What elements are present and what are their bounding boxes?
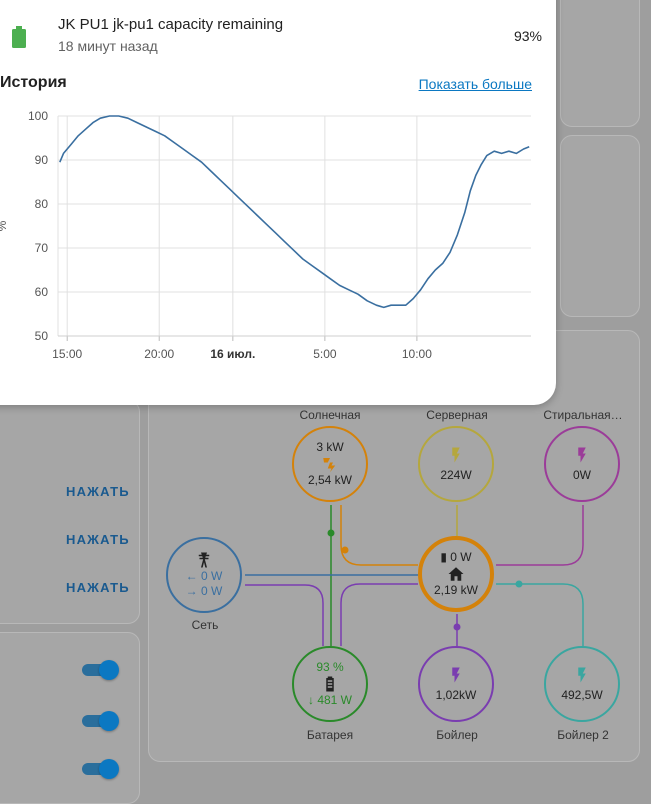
entity-name: JK PU1 jk-pu1 capacity remaining bbox=[58, 16, 284, 33]
y-tick-label: 80 bbox=[35, 197, 49, 211]
server-node[interactable]: 224W bbox=[418, 426, 494, 502]
solar-node[interactable]: 3 kW 2,54 kW bbox=[292, 426, 368, 502]
x-tick-label: 16 июл. bbox=[210, 347, 255, 361]
battery-percent: 93 % bbox=[316, 660, 344, 674]
y-tick-label: 60 bbox=[35, 285, 49, 299]
lightning-icon bbox=[578, 447, 586, 462]
show-more-link[interactable]: Показать больше bbox=[418, 76, 532, 92]
x-tick-label: 20:00 bbox=[144, 347, 174, 361]
solar-forecast: 3 kW bbox=[316, 440, 344, 454]
x-tick-label: 10:00 bbox=[402, 347, 432, 361]
boiler2-label: Бойлер 2 bbox=[557, 728, 609, 742]
x-tick-label: 15:00 bbox=[52, 347, 82, 361]
toggle-switch-1[interactable] bbox=[82, 660, 119, 680]
y-tick-label: 50 bbox=[35, 329, 49, 343]
press-button-2[interactable]: НАЖАТЬ bbox=[66, 532, 130, 547]
washer-label: Стиральная… bbox=[543, 408, 623, 422]
last-changed: 18 минут назад bbox=[58, 38, 158, 54]
lightning-icon bbox=[452, 447, 460, 462]
grid-export-value: 0 W bbox=[201, 584, 223, 598]
toggle-switch-3[interactable] bbox=[82, 759, 119, 779]
y-axis-label: % bbox=[0, 220, 9, 231]
entity-row[interactable]: JK PU1 jk-pu1 capacity remaining 18 мину… bbox=[0, 14, 566, 60]
home-battery-flow: ▮ 0 W bbox=[440, 550, 472, 564]
history-title: История bbox=[0, 74, 67, 91]
boiler2-value: 492,5W bbox=[561, 687, 603, 702]
grid-export: → 0 W bbox=[185, 584, 223, 598]
y-tick-label: 70 bbox=[35, 241, 49, 255]
lightning-icon bbox=[452, 667, 460, 682]
solar-label: Солнечная bbox=[299, 408, 361, 422]
x-tick-label: 5:00 bbox=[313, 347, 337, 361]
home-value: 2,19 kW bbox=[433, 583, 478, 597]
battery-label: Батарея bbox=[306, 728, 354, 742]
solar-power-icon bbox=[323, 458, 336, 473]
solar-value: 2,54 kW bbox=[307, 473, 352, 487]
press-button-1[interactable]: НАЖАТЬ bbox=[66, 484, 130, 499]
home-top-value: 0 W bbox=[450, 550, 472, 564]
transmission-tower-icon bbox=[198, 552, 210, 568]
entity-state: 93% bbox=[513, 28, 542, 44]
battery-flow: ↓ 481 W bbox=[307, 693, 353, 707]
history-chart: 50 60 70 80 90 100 15:00 20:00 16 июл. 5:00 10:00% bbox=[0, 109, 531, 361]
grid-import-value: 0 W bbox=[201, 569, 223, 583]
press-button-3[interactable]: НАЖАТЬ bbox=[66, 580, 130, 595]
boiler2-node[interactable]: 492,5W bbox=[544, 646, 620, 722]
y-tick-label: 90 bbox=[35, 153, 49, 167]
home-node[interactable]: ▮ 0 W 2,19 kW bbox=[418, 536, 494, 612]
battery-value: 481 W bbox=[317, 693, 353, 707]
boiler-node[interactable]: 1,02kW bbox=[418, 646, 494, 722]
washer-value: 0W bbox=[573, 467, 591, 482]
grid-node[interactable]: ← 0 W → 0 W bbox=[166, 537, 242, 613]
boiler-value: 1,02kW bbox=[435, 687, 477, 702]
battery-icon bbox=[326, 676, 334, 692]
grid-import: ← 0 W bbox=[185, 569, 223, 583]
y-tick-label: 100 bbox=[28, 109, 48, 123]
server-value: 224W bbox=[440, 467, 472, 482]
bg-card-top bbox=[560, 0, 640, 127]
battery-icon bbox=[12, 26, 26, 48]
boiler-label: Бойлер bbox=[436, 728, 478, 742]
bg-card-mid bbox=[560, 135, 640, 317]
lightning-icon bbox=[578, 667, 586, 682]
toggle-switch-2[interactable] bbox=[82, 711, 119, 731]
home-icon bbox=[448, 567, 464, 581]
more-info-dialog: JK PU1 jk-pu1 capacity remaining 18 мину… bbox=[0, 0, 556, 405]
capacity-series-line bbox=[59, 115, 530, 309]
battery-node[interactable]: 93 % ↓ 481 W bbox=[292, 646, 368, 722]
energy-flow-lines bbox=[245, 505, 584, 646]
buttons-card bbox=[0, 400, 140, 624]
server-label: Серверная bbox=[426, 408, 488, 422]
washer-node[interactable]: 0W bbox=[544, 426, 620, 502]
grid-label: Сеть bbox=[191, 618, 219, 632]
